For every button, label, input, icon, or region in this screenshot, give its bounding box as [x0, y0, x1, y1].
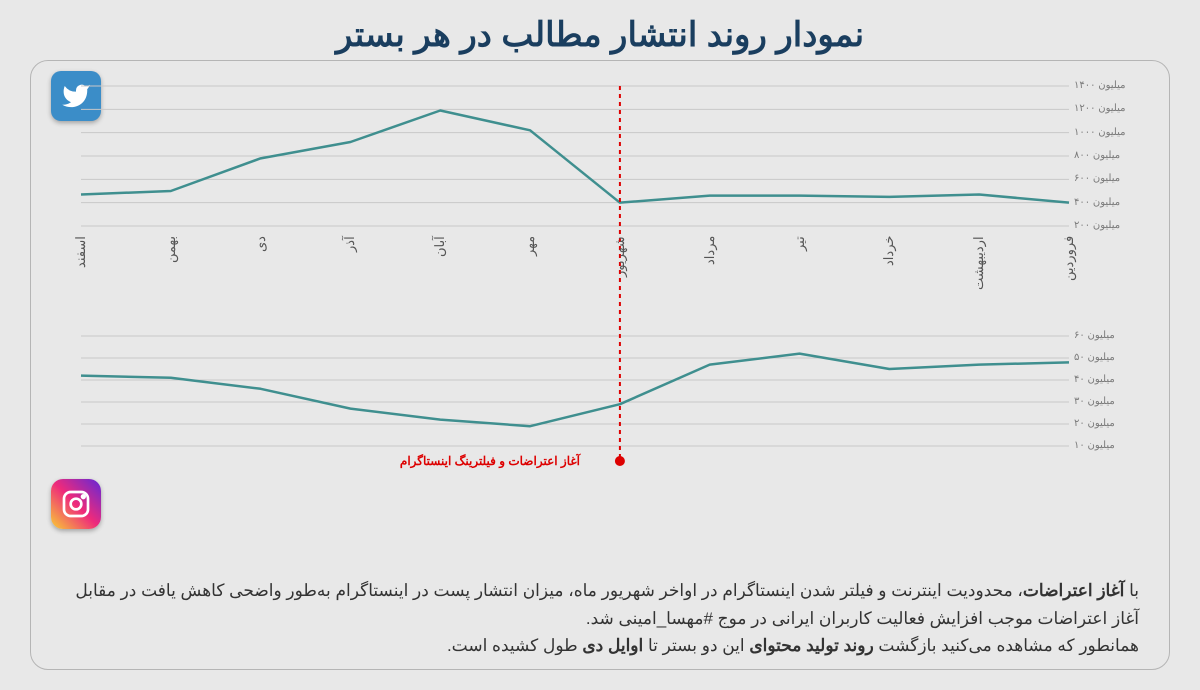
month-label: بهمن	[163, 236, 178, 311]
description-text: با آغاز اعتراضات، محدودیت اینترنت و فیلت…	[61, 577, 1139, 659]
y-axis-label: میلیون ۶۰	[1074, 330, 1129, 341]
chart-area: میلیون ۲۰۰ میلیون ۴۰۰ میلیون ۶۰۰ میلیون ۸۰۰…	[61, 71, 1139, 501]
y-axis-label: میلیون ۵۰	[1074, 352, 1129, 363]
y-axis-label: میلیون ۶۰۰	[1074, 173, 1129, 184]
month-label: آبان	[432, 236, 447, 311]
y-axis-label: میلیون ۸۰۰	[1074, 150, 1129, 161]
event-marker-dot	[615, 456, 625, 466]
twitter-line	[81, 111, 1069, 203]
desc-text: ، محدودیت اینترنت و فیلتر شدن اینستاگرام…	[75, 581, 1139, 627]
desc-bold: روند تولید محتوای	[749, 636, 873, 655]
month-label: شهریور	[612, 236, 627, 311]
month-label: مرداد	[702, 236, 717, 311]
y-axis-label: میلیون ۱۴۰۰	[1074, 80, 1129, 91]
month-label: دی	[253, 236, 268, 311]
month-label: فروردین	[1061, 236, 1076, 311]
instagram-line	[81, 354, 1069, 427]
month-label: اسفند	[73, 236, 88, 311]
y-axis-label: میلیون ۲۰	[1074, 418, 1129, 429]
y-axis-label: میلیون ۱۰۰۰	[1074, 127, 1129, 138]
desc-bold: اوایل دی	[582, 636, 643, 655]
y-axis-label: میلیون ۴۰	[1074, 374, 1129, 385]
y-axis-label: میلیون ۱۰	[1074, 440, 1129, 451]
desc-text: طول کشیده است.	[447, 636, 582, 655]
page-title: نمودار روند انتشار مطالب در هر بستر	[0, 0, 1200, 60]
y-axis-label: میلیون ۱۲۰۰	[1074, 103, 1129, 114]
desc-text: این دو بستر تا	[643, 636, 749, 655]
y-axis-label: میلیون ۴۰۰	[1074, 197, 1129, 208]
instagram-icon	[51, 479, 101, 529]
month-label: اردیبهشت	[971, 236, 986, 311]
desc-text: همانطور که مشاهده می‌کنید بازگشت	[874, 636, 1139, 655]
desc-text: با	[1124, 581, 1139, 600]
chart-panel: میلیون ۲۰۰ میلیون ۴۰۰ میلیون ۶۰۰ میلیون ۸۰۰…	[30, 60, 1170, 670]
desc-bold: آغاز اعتراضات	[1023, 581, 1124, 600]
y-axis-label: میلیون ۲۰۰	[1074, 220, 1129, 231]
month-label: آذر	[342, 236, 357, 311]
event-marker-label: آغاز اعتراضات و فیلترینگ اینستاگرام	[400, 454, 610, 468]
month-label: تیر	[792, 236, 807, 311]
y-axis-label: میلیون ۳۰	[1074, 396, 1129, 407]
month-label: خرداد	[881, 236, 896, 311]
month-label: مهر	[522, 236, 537, 311]
